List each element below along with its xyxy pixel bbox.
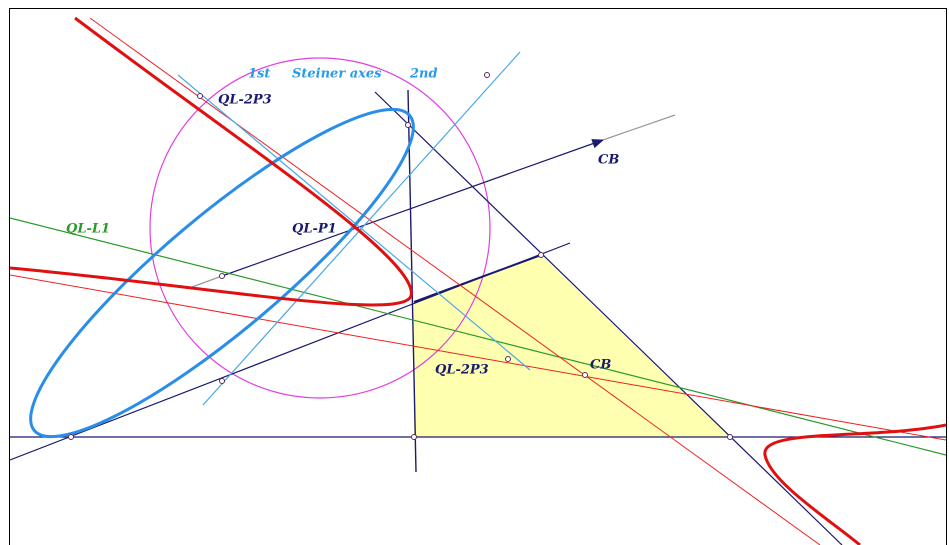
line — [10, 274, 946, 441]
point — [727, 434, 733, 440]
point — [68, 434, 74, 440]
line — [374, 91, 843, 545]
circle — [149, 57, 491, 399]
line — [202, 51, 521, 406]
label: 2nd — [409, 67, 438, 82]
point — [582, 372, 588, 378]
point — [197, 93, 203, 99]
triangle — [414, 255, 730, 437]
point — [411, 434, 417, 440]
label: QL-2P3 — [435, 363, 489, 378]
point — [505, 356, 511, 362]
label: 1st — [248, 67, 270, 82]
point — [219, 378, 225, 384]
label: QL-P1 — [292, 222, 337, 237]
curve — [10, 16, 413, 307]
label: CB — [590, 358, 611, 373]
line — [413, 254, 542, 303]
figure — [10, 16, 946, 545]
line — [191, 275, 223, 288]
line — [10, 217, 946, 456]
label: Steiner axes — [292, 67, 382, 82]
ellipse — [29, 107, 415, 439]
point — [538, 252, 544, 258]
label: QL-2P3 — [218, 93, 272, 108]
line — [89, 17, 821, 545]
label: CB — [598, 153, 619, 168]
point — [219, 273, 225, 279]
line — [177, 74, 531, 371]
line — [602, 114, 676, 141]
curve — [763, 423, 946, 545]
point — [405, 122, 411, 128]
point — [484, 72, 490, 78]
arrow — [221, 139, 605, 277]
frame — [9, 8, 947, 545]
line — [407, 89, 417, 473]
label: QL-L1 — [66, 222, 110, 237]
